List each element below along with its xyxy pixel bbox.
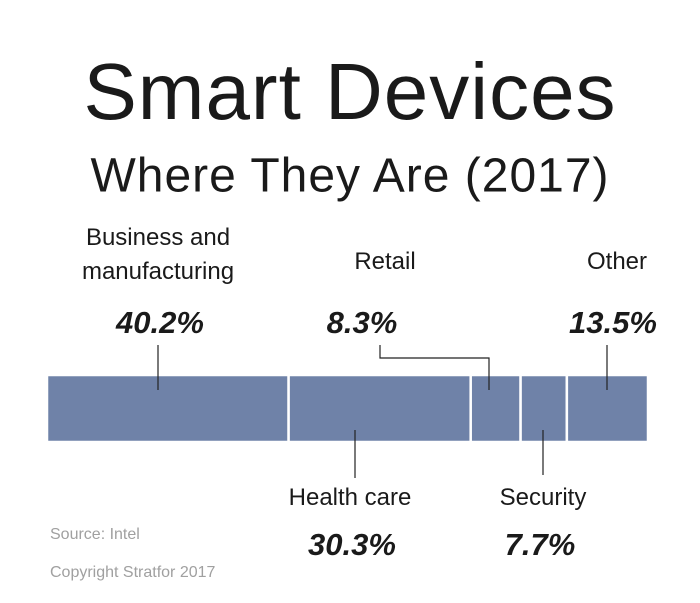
value-label: 30.3%	[308, 527, 396, 562]
bar-segment	[519, 373, 569, 444]
bar-segment	[287, 373, 472, 444]
leader-line	[379, 345, 490, 390]
category-label: Retail	[354, 248, 416, 275]
bar-segment	[469, 373, 522, 444]
value-label: 13.5%	[569, 305, 657, 340]
value-label: 7.7%	[504, 527, 576, 562]
category-label: Business and manufacturing	[81, 224, 235, 285]
value-label: 8.3%	[326, 305, 398, 340]
source: Source: Intel	[50, 526, 140, 543]
category-label: Health care	[288, 484, 412, 511]
category-label: Security	[499, 484, 587, 511]
bar-segment	[565, 373, 650, 444]
chart-title: Smart Devices	[83, 47, 617, 136]
copyright: Copyright Stratfor 2017	[50, 564, 216, 581]
chart-subtitle: Where They Are (2017)	[90, 149, 610, 203]
value-label: 40.2%	[116, 305, 204, 340]
category-label: Other	[586, 248, 648, 275]
bar-segment	[45, 373, 290, 444]
